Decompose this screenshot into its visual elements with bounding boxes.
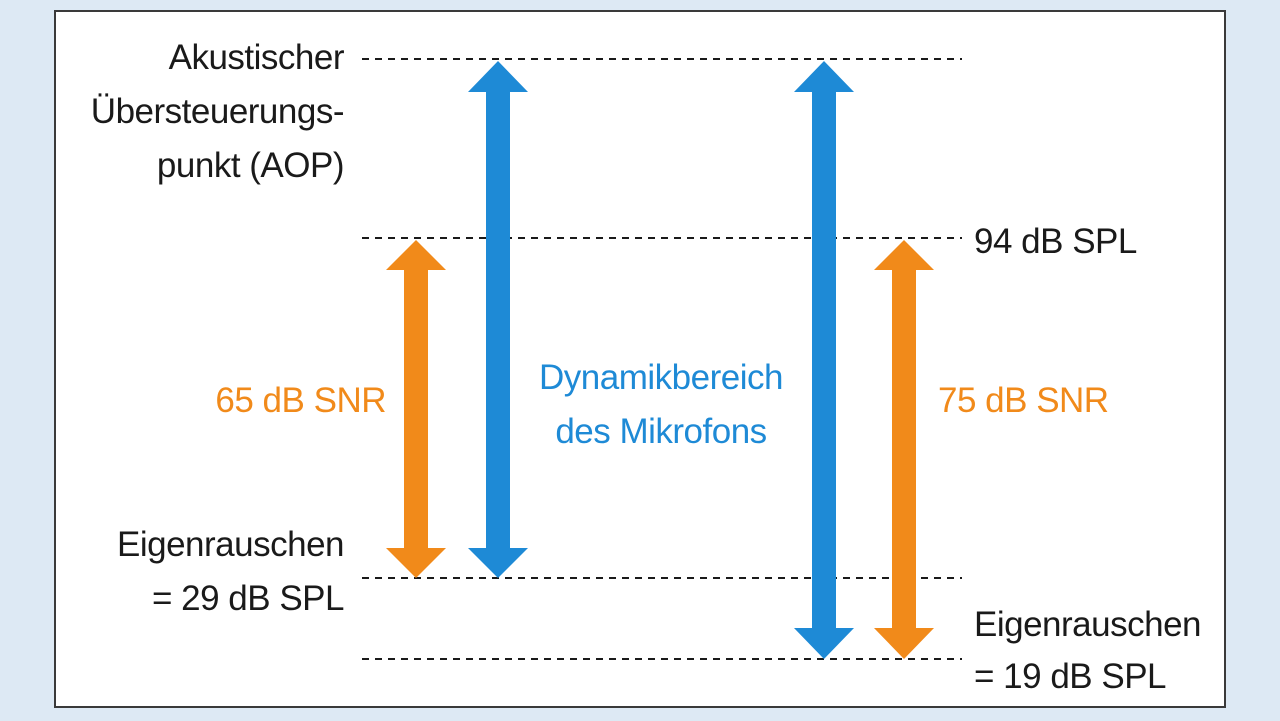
orange-snr-arrow-left — [386, 240, 446, 578]
dynamic-range-line-1: Dynamikbereich — [539, 358, 783, 397]
aop-label-line-1: Akustischer — [168, 38, 345, 77]
noise-right-line-2: = 19 dB SPL — [974, 657, 1167, 696]
noise-right-line-1: Eigenrauschen — [974, 605, 1202, 644]
dynamic-range-label: Dynamikbereich des Mikrofons — [511, 351, 811, 459]
blue-dynamic-range-arrow-right — [794, 61, 854, 659]
dynamic-range-diagram — [362, 58, 962, 660]
noise-right-label: Eigenrauschen = 19 dB SPL — [974, 599, 1202, 703]
aop-label-line-2: Übersteuerungs- — [90, 92, 345, 131]
blue-dynamic-range-arrow-left — [468, 61, 528, 578]
dynamic-range-line-2: des Mikrofons — [555, 412, 767, 451]
snr-left-label: 65 dB SNR — [215, 381, 386, 420]
noise-left-label: Eigenrauschen = 29 dB SPL — [117, 518, 345, 626]
orange-snr-arrow-right — [874, 240, 934, 659]
aop-label: Akustischer Übersteuerungs- punkt (AOP) — [90, 31, 345, 193]
noise-left-line-2: = 29 dB SPL — [151, 579, 345, 618]
aop-label-line-3: punkt (AOP) — [156, 146, 345, 185]
snr-right-label: 75 dB SNR — [938, 381, 1109, 420]
noise-left-line-1: Eigenrauschen — [117, 525, 345, 564]
reference-level-label: 94 dB SPL — [974, 222, 1137, 261]
diagram-panel: Akustischer Übersteuerungs- punkt (AOP) … — [54, 10, 1226, 708]
